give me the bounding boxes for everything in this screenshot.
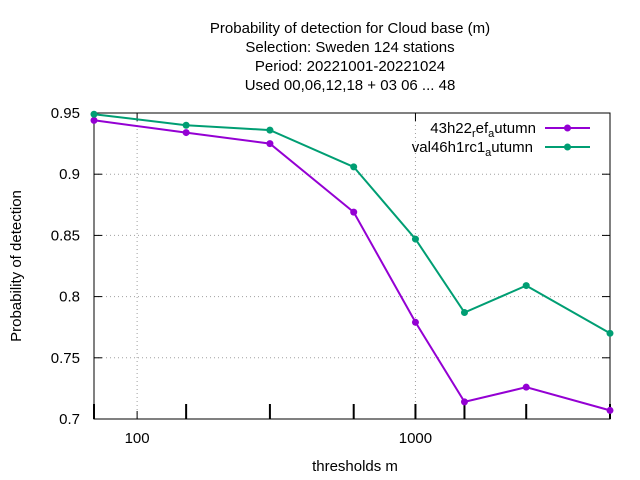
series-1-point	[411, 235, 419, 243]
y-tick-label: 0.8	[59, 289, 80, 306]
series-0-point	[522, 383, 530, 391]
legend: 43h22refautumn val46h1rc1autumn	[412, 120, 590, 159]
series-0-point	[606, 406, 614, 414]
tick-labels: 0.7 0.75 0.8 0.85 0.9 0.95 100 1000	[51, 105, 432, 447]
legend-marker-0	[564, 124, 571, 132]
series-0-point	[182, 129, 190, 137]
chart-title: Probability of detection for Cloud base …	[210, 20, 490, 94]
series-0-point	[350, 208, 358, 216]
series-layer	[90, 110, 614, 414]
series-1-point	[266, 126, 274, 134]
plot-frame	[93, 112, 611, 420]
y-tick-label: 0.95	[51, 105, 80, 122]
title-line-2: Selection: Sweden 124 stations	[245, 39, 454, 56]
legend-label-1: val46h1rc1autumn	[412, 139, 533, 159]
series-0-point	[90, 116, 98, 124]
series-line-1	[93, 113, 611, 335]
series-1-point	[350, 163, 358, 171]
grid	[94, 113, 610, 419]
x-tick-label: 100	[125, 430, 150, 447]
y-tick-label: 0.9	[59, 166, 80, 183]
title-line-4: Used 00,06,12,18 + 03 06 ... 48	[245, 77, 456, 94]
series-1-point	[90, 110, 98, 118]
x-axis-label: thresholds m	[312, 458, 398, 475]
axis-ticks	[93, 112, 611, 420]
x-tick-label: 1000	[399, 430, 432, 447]
series-1-point	[460, 309, 468, 317]
series-1-point	[522, 282, 530, 290]
title-line-3: Period: 20221001-20221024	[255, 58, 445, 75]
series-0-point	[411, 318, 419, 326]
legend-marker-1	[564, 143, 571, 151]
legend-label-0: 43h22refautumn	[430, 120, 536, 140]
series-line-0	[93, 119, 611, 412]
series-1-point	[606, 329, 614, 337]
title-line-1: Probability of detection for Cloud base …	[210, 20, 490, 37]
y-axis-label: Probability of detection	[8, 190, 25, 342]
series-0-point	[460, 398, 468, 406]
series-0-point	[266, 140, 274, 148]
series-1-point	[182, 121, 190, 129]
y-tick-label: 0.7	[59, 411, 80, 428]
y-tick-label: 0.85	[51, 227, 80, 244]
y-tick-label: 0.75	[51, 350, 80, 367]
